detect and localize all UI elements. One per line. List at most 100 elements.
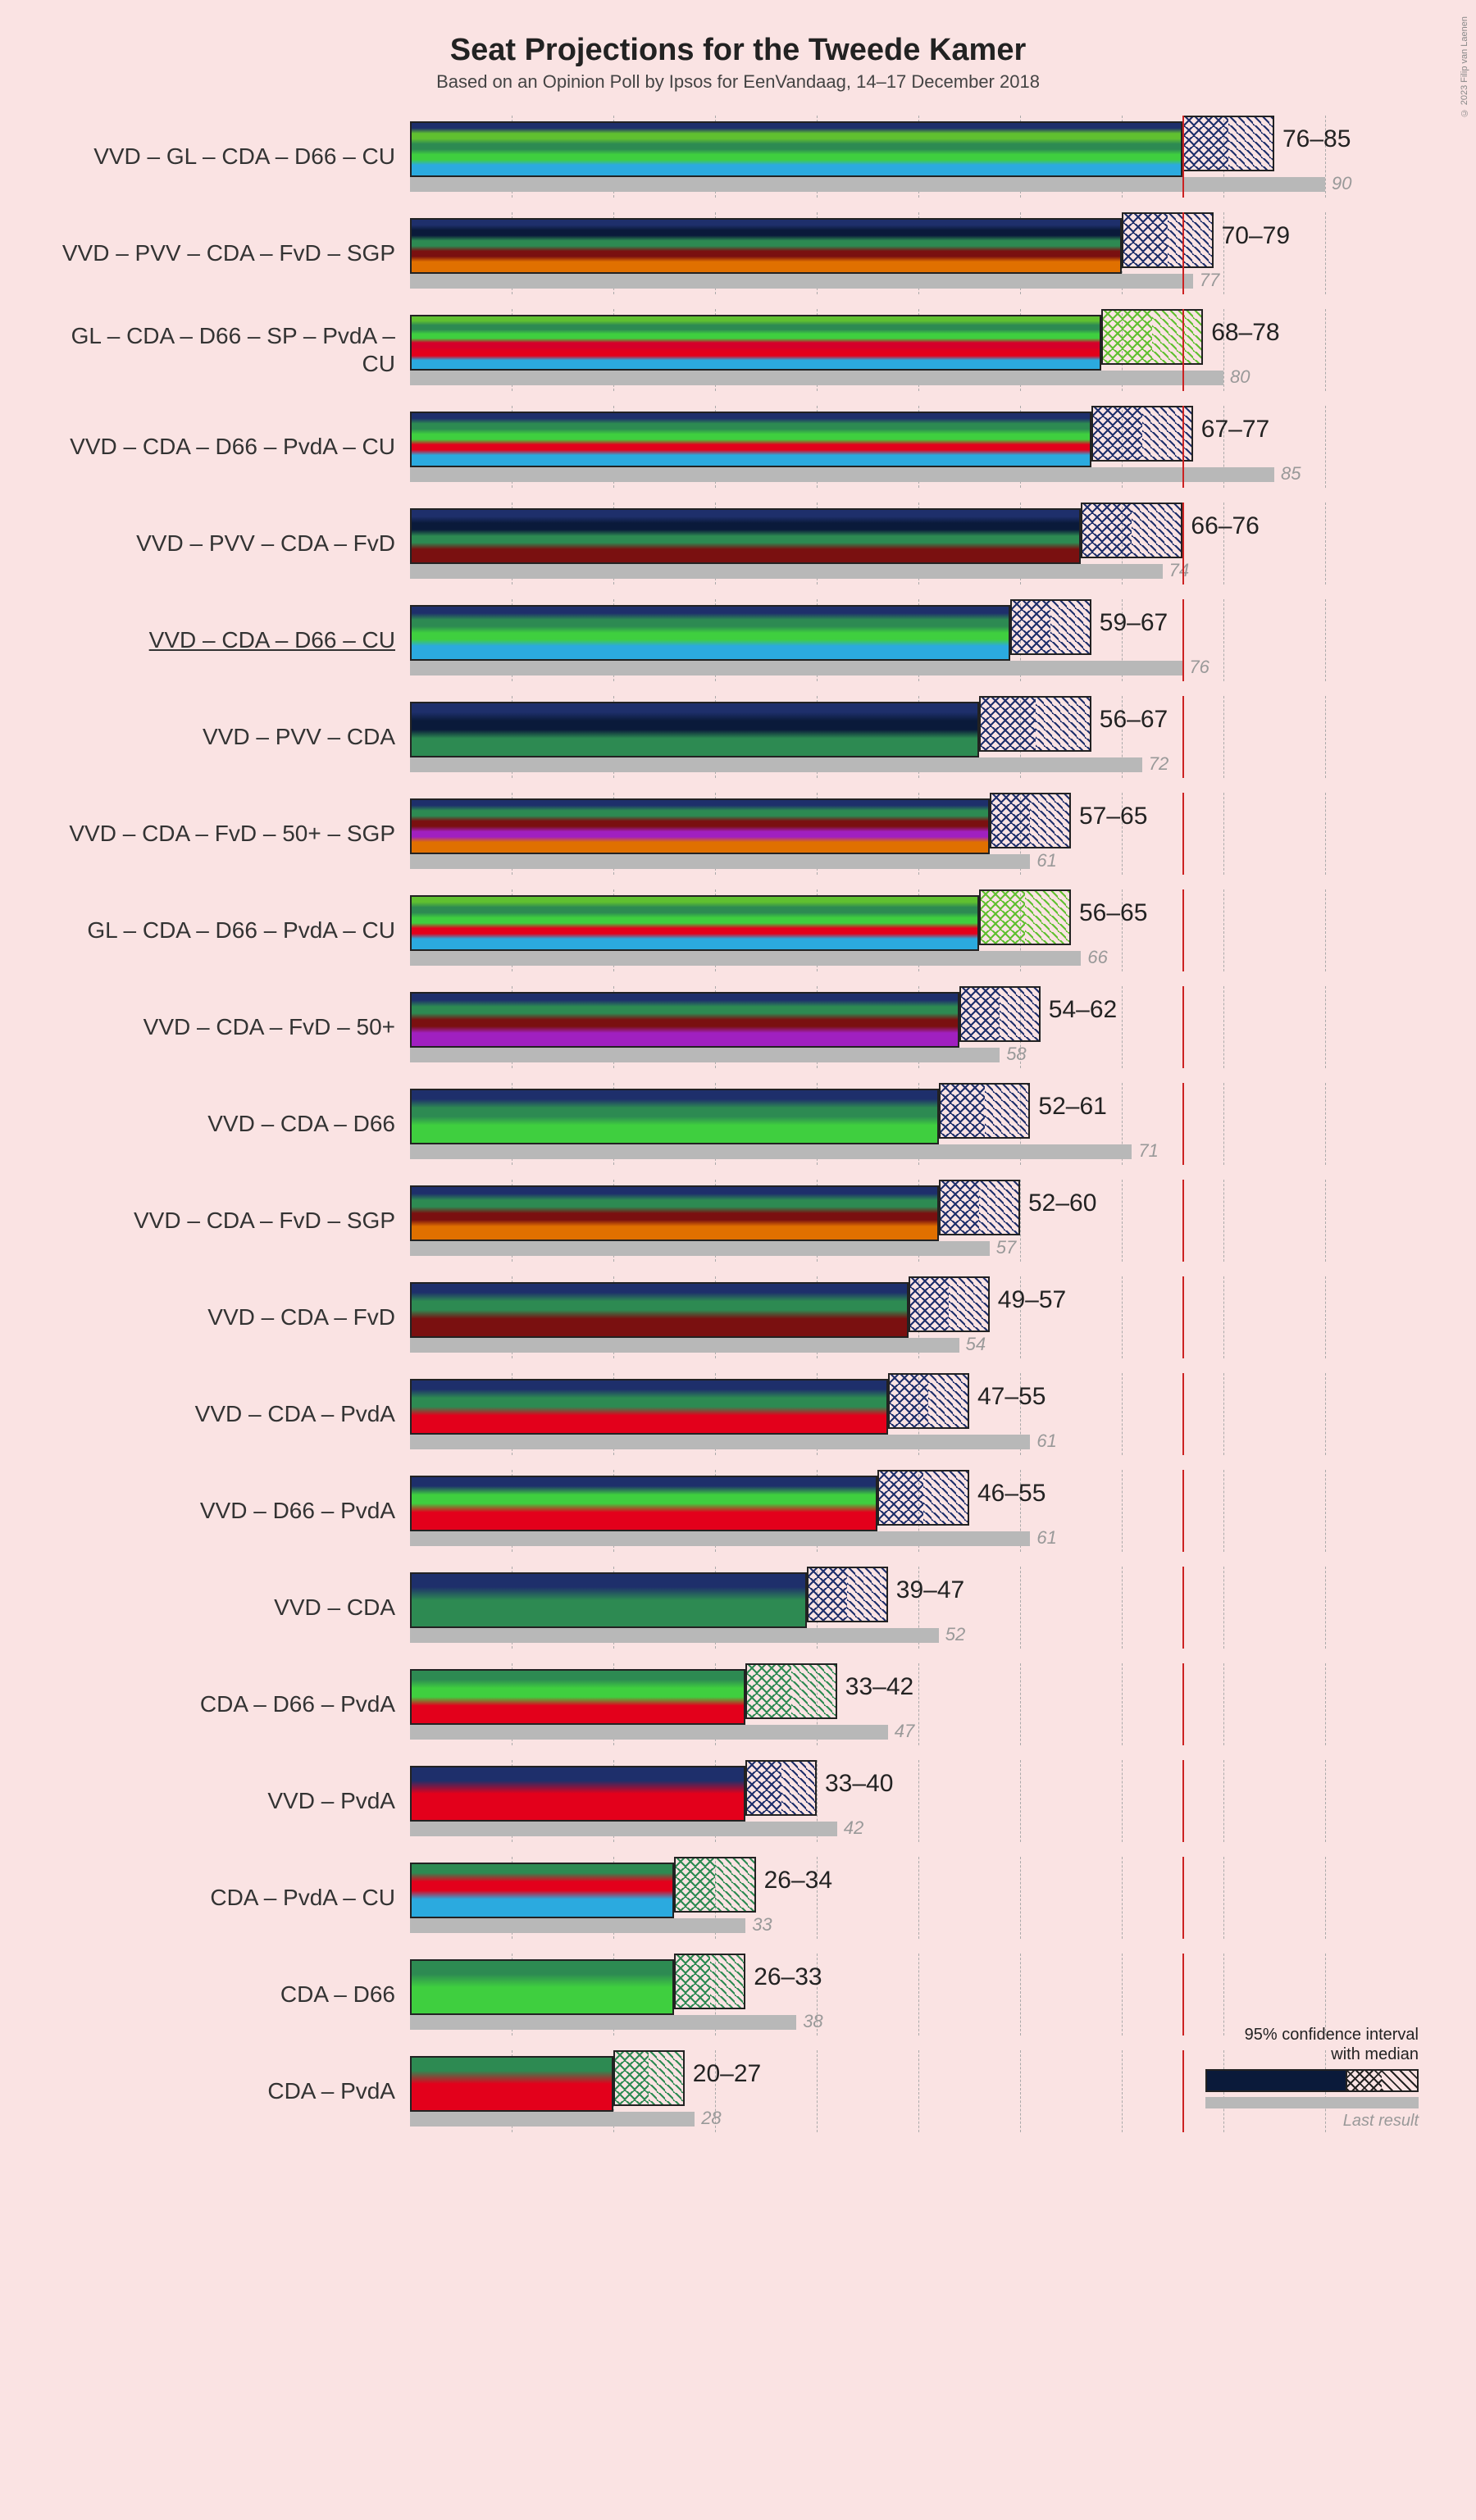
- last-value: 42: [844, 1817, 863, 1839]
- last-result-bar: [410, 1918, 745, 1933]
- coalition-label: VVD – CDA – FvD – 50+ – SGP: [49, 793, 410, 875]
- projection-bar: [410, 1572, 807, 1628]
- coalition-label: VVD – CDA – FvD – 50+: [49, 986, 410, 1068]
- coalition-label: VVD – CDA – PvdA: [49, 1373, 410, 1455]
- bar-area: 56–67 72: [410, 696, 1427, 778]
- coalition-label: VVD – CDA: [49, 1567, 410, 1649]
- coalition-row: VVD – CDA – PvdA47–5561: [49, 1373, 1427, 1455]
- bar-area: 49–57 54: [410, 1276, 1427, 1358]
- projection-bar: [410, 1669, 745, 1725]
- legend-last-bar: [1205, 2097, 1419, 2108]
- range-value: 56–67: [1100, 706, 1168, 734]
- bar-area: 47–5561: [410, 1373, 1427, 1455]
- credit-text: © 2023 Filip van Laenen: [1460, 16, 1469, 117]
- coalition-row: GL – CDA – D66 – PvdA – CU56–6566: [49, 889, 1427, 971]
- coalition-row: GL – CDA – D66 – SP – PvdA – CU68–7880: [49, 309, 1427, 391]
- last-result-bar: [410, 1725, 888, 1740]
- range-value: 76–85: [1282, 125, 1351, 153]
- coalition-row: VVD – PVV – CDA56–6772: [49, 696, 1427, 778]
- range-value: 49–57: [998, 1286, 1066, 1314]
- coalition-row: VVD – CDA – D66 – CU59–6776: [49, 599, 1427, 681]
- confidence-interval: [1122, 212, 1214, 268]
- last-result-bar: [410, 1048, 1000, 1062]
- bar-area: 26–3433: [410, 1857, 1427, 1939]
- bar-area: 39–4752: [410, 1567, 1427, 1649]
- range-value: 66–76: [1191, 512, 1259, 540]
- range-value: 56–65: [1079, 899, 1147, 927]
- coalition-row: VVD – GL – CDA – D66 – CU76–8590: [49, 116, 1427, 198]
- coalition-row: VVD – CDA – FvD – 50+54–6258: [49, 986, 1427, 1068]
- coalition-row: VVD – CDA – FvD – 50+ – SGP57–6561: [49, 793, 1427, 875]
- last-value: 61: [1036, 850, 1056, 871]
- confidence-interval: [959, 986, 1041, 1042]
- legend-ci-bar: [1205, 2069, 1419, 2092]
- last-value: 85: [1281, 463, 1301, 484]
- last-result-bar: [410, 1628, 939, 1643]
- bar-area: 52–60 57: [410, 1180, 1427, 1262]
- confidence-interval: [1091, 406, 1193, 462]
- coalition-label: CDA – PvdA: [49, 2050, 410, 2132]
- bar-area: 68–7880: [410, 309, 1427, 391]
- range-value: 67–77: [1201, 416, 1269, 444]
- bar-area: 52–6171: [410, 1083, 1427, 1165]
- projection-bar: [410, 1089, 939, 1144]
- coalition-label: VVD – PvdA: [49, 1760, 410, 1842]
- coalition-row: VVD – PVV – CDA – FvD66–7674: [49, 503, 1427, 585]
- coalition-label: VVD – PVV – CDA – FvD – SGP: [49, 212, 410, 294]
- range-value: 33–42: [845, 1673, 913, 1701]
- last-result-bar: [410, 2112, 695, 2127]
- bar-area: 33–4042: [410, 1760, 1427, 1842]
- projection-bar: [410, 1379, 888, 1435]
- last-value: 71: [1138, 1140, 1158, 1162]
- chart-title: Seat Projections for the Tweede Kamer: [49, 33, 1427, 68]
- last-result-bar: [410, 661, 1182, 675]
- range-value: 52–60: [1028, 1189, 1096, 1217]
- coalition-label: CDA – D66 – PvdA: [49, 1663, 410, 1745]
- projection-bar: [410, 1476, 877, 1531]
- coalition-row: VVD – PvdA33–4042: [49, 1760, 1427, 1842]
- coalition-row: VVD – CDA39–4752: [49, 1567, 1427, 1649]
- projection-bar: [410, 605, 1010, 661]
- confidence-interval: [745, 1663, 837, 1719]
- bar-area: 26–3338: [410, 1954, 1427, 2036]
- projection-bar: [410, 992, 959, 1048]
- coalition-row: CDA – D6626–3338: [49, 1954, 1427, 2036]
- last-result-bar: [410, 757, 1142, 772]
- projection-bar: [410, 121, 1182, 177]
- projection-bar: [410, 412, 1091, 467]
- coalition-row: VVD – CDA – D66 – PvdA – CU 67–77 85: [49, 406, 1427, 488]
- projection-bar: [410, 798, 990, 854]
- chart-container: © 2023 Filip van Laenen Seat Projections…: [0, 0, 1476, 2180]
- last-value: 90: [1332, 173, 1351, 194]
- projection-bar: [410, 1185, 939, 1241]
- last-result-bar: [410, 1144, 1132, 1159]
- last-value: 57: [996, 1237, 1016, 1258]
- last-result-bar: [410, 2015, 796, 2030]
- bar-area: 57–6561: [410, 793, 1427, 875]
- last-result-bar: [410, 371, 1223, 385]
- coalition-label: VVD – CDA – FvD – SGP: [49, 1180, 410, 1262]
- projection-bar: [410, 1959, 674, 2015]
- last-result-bar: [410, 1338, 959, 1353]
- coalition-label: VVD – PVV – CDA – FvD: [49, 503, 410, 585]
- coalition-label: VVD – D66 – PvdA: [49, 1470, 410, 1552]
- bar-area: 76–85 90: [410, 116, 1427, 198]
- last-value: 72: [1149, 753, 1168, 775]
- projection-bar: [410, 2056, 613, 2112]
- confidence-interval: [745, 1760, 817, 1816]
- last-value: 33: [752, 1914, 772, 1935]
- coalition-row: VVD – PVV – CDA – FvD – SGP70–7977: [49, 212, 1427, 294]
- range-value: 70–79: [1222, 222, 1290, 250]
- confidence-interval: [1010, 599, 1091, 655]
- confidence-interval: [909, 1276, 990, 1332]
- confidence-interval: [807, 1567, 888, 1622]
- coalition-label: VVD – CDA – D66 – PvdA – CU: [49, 406, 410, 488]
- coalition-row: CDA – D66 – PvdA33–4247: [49, 1663, 1427, 1745]
- last-result-bar: [410, 854, 1030, 869]
- last-value: 54: [966, 1334, 986, 1355]
- coalition-label: VVD – CDA – D66 – CU: [49, 599, 410, 681]
- last-result-bar: [410, 951, 1081, 966]
- chart-subtitle: Based on an Opinion Poll by Ipsos for Ee…: [49, 71, 1427, 93]
- projection-bar: [410, 218, 1122, 274]
- range-value: 46–55: [977, 1480, 1046, 1508]
